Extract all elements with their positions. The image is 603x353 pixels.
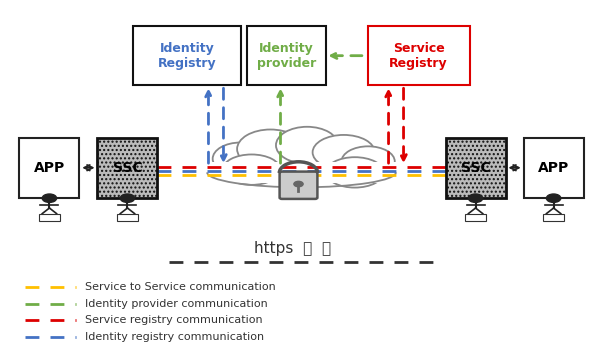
- Ellipse shape: [341, 146, 395, 177]
- Circle shape: [294, 181, 303, 187]
- FancyBboxPatch shape: [39, 214, 60, 221]
- FancyBboxPatch shape: [247, 26, 326, 85]
- FancyBboxPatch shape: [98, 138, 157, 198]
- Text: Identity provider communication: Identity provider communication: [86, 299, 268, 309]
- Text: Service to Service communication: Service to Service communication: [86, 282, 276, 292]
- FancyBboxPatch shape: [280, 172, 317, 199]
- Text: APP: APP: [538, 161, 569, 175]
- Text: https  🔒  🖥: https 🔒 🖥: [254, 241, 331, 256]
- Text: SSC: SSC: [113, 161, 142, 175]
- Text: Service
Registry: Service Registry: [389, 42, 448, 70]
- Ellipse shape: [312, 135, 375, 170]
- FancyBboxPatch shape: [523, 138, 584, 198]
- FancyBboxPatch shape: [543, 214, 564, 221]
- Circle shape: [469, 194, 483, 202]
- Text: APP: APP: [34, 161, 65, 175]
- FancyBboxPatch shape: [446, 138, 505, 198]
- Ellipse shape: [326, 157, 384, 187]
- Circle shape: [120, 194, 134, 202]
- FancyBboxPatch shape: [465, 214, 487, 221]
- Ellipse shape: [199, 144, 404, 190]
- Ellipse shape: [223, 155, 280, 185]
- Text: Identity
provider: Identity provider: [257, 42, 316, 70]
- Ellipse shape: [237, 130, 304, 169]
- Text: Identity
Registry: Identity Registry: [158, 42, 216, 70]
- Text: Identity registry communication: Identity registry communication: [86, 332, 265, 342]
- FancyBboxPatch shape: [116, 214, 138, 221]
- Ellipse shape: [276, 127, 338, 164]
- Circle shape: [42, 194, 57, 202]
- FancyBboxPatch shape: [133, 26, 241, 85]
- FancyBboxPatch shape: [19, 138, 80, 198]
- Bar: [207, 162, 396, 183]
- FancyBboxPatch shape: [367, 26, 470, 85]
- Ellipse shape: [213, 143, 268, 175]
- Circle shape: [546, 194, 561, 202]
- Text: Service registry communication: Service registry communication: [86, 316, 263, 325]
- Text: SSC: SSC: [461, 161, 490, 175]
